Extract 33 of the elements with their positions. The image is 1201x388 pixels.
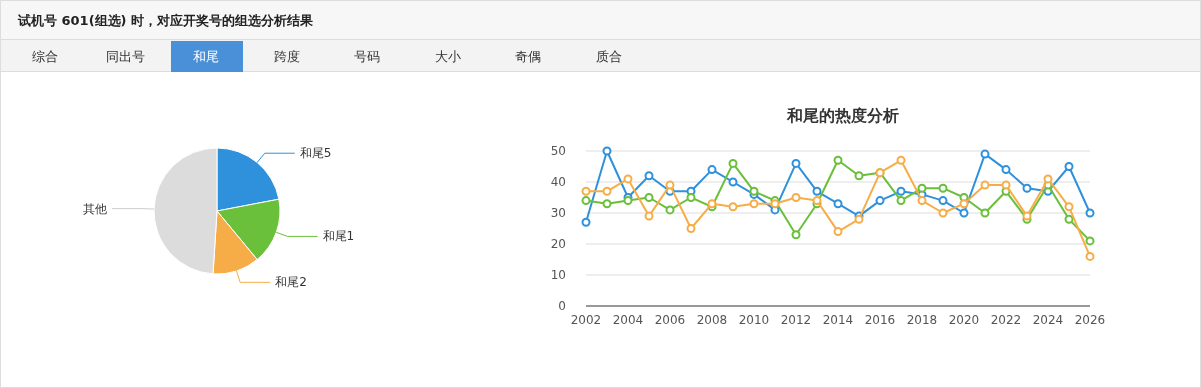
x-tick-label: 2018	[906, 313, 938, 327]
y-tick-label: 0	[558, 299, 566, 313]
text: 奇偶	[515, 49, 541, 64]
x-tick-label: 2020	[948, 313, 980, 327]
y-tick-label: 20	[550, 237, 566, 251]
x-tick-label: 2022	[990, 313, 1022, 327]
text: 试机号 601(组选) 时，对应开奖号的组选分析结果	[17, 13, 315, 28]
x-tick-label: 2010	[738, 313, 770, 327]
chart-title: 和尾的热度分析	[786, 106, 899, 125]
slice-label: 和尾1	[322, 229, 355, 244]
y-tick-label: 10	[550, 268, 566, 282]
x-tick-label: 2016	[864, 313, 896, 327]
slice-label: 和尾2	[275, 275, 307, 290]
y-tick-label: 40	[550, 175, 566, 189]
slice-label: 其他	[83, 201, 108, 216]
text: 同出号	[106, 49, 145, 64]
x-tick-label: 2014	[822, 313, 854, 327]
y-tick-label: 30	[550, 206, 566, 220]
x-tick-label: 2024	[1032, 313, 1064, 327]
text: 和尾	[193, 49, 219, 64]
x-tick-label: 2008	[696, 313, 728, 327]
text: 号码	[354, 49, 380, 64]
slice-label: 和尾5	[299, 146, 332, 161]
x-tick-label: 2012	[780, 313, 812, 327]
text: 跨度	[273, 49, 300, 64]
text: 质合	[595, 49, 622, 64]
y-tick-label: 50	[550, 144, 566, 158]
x-tick-label: 2002	[570, 313, 602, 327]
text: 综合	[32, 49, 58, 64]
text: 大小	[434, 49, 461, 64]
x-tick-label: 2006	[654, 313, 686, 327]
x-tick-label: 2004	[612, 313, 644, 327]
x-tick-label: 2026	[1074, 313, 1106, 327]
